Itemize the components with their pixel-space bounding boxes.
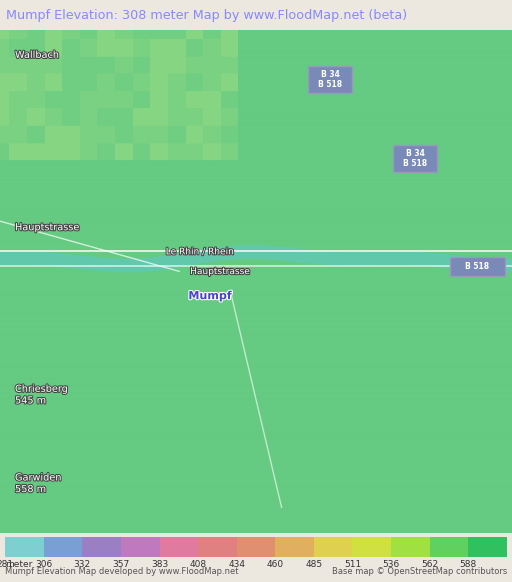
Text: Base map © OpenStreetMap contributors: Base map © OpenStreetMap contributors bbox=[332, 567, 507, 576]
Bar bbox=[352, 538, 391, 558]
Text: 408: 408 bbox=[189, 560, 207, 569]
Text: 588: 588 bbox=[460, 560, 477, 569]
Bar bbox=[393, 144, 437, 172]
Bar bbox=[82, 538, 121, 558]
Text: B 518: B 518 bbox=[465, 262, 489, 271]
Text: 460: 460 bbox=[267, 560, 284, 569]
Text: 485: 485 bbox=[305, 560, 323, 569]
Text: Hauptstrasse: Hauptstrasse bbox=[15, 222, 80, 232]
Text: Wallbach: Wallbach bbox=[15, 50, 59, 60]
Text: 332: 332 bbox=[74, 560, 91, 569]
Bar bbox=[468, 538, 507, 558]
Text: 511: 511 bbox=[344, 560, 361, 569]
Text: meter: meter bbox=[5, 560, 32, 569]
Text: 357: 357 bbox=[112, 560, 130, 569]
Bar bbox=[5, 538, 44, 558]
Bar bbox=[308, 66, 352, 93]
Bar bbox=[275, 538, 314, 558]
Text: Mumpf Elevation: 308 meter Map by www.FloodMap.net (beta): Mumpf Elevation: 308 meter Map by www.Fl… bbox=[6, 9, 407, 22]
Bar bbox=[237, 538, 275, 558]
Text: Le Rhin / Rhein: Le Rhin / Rhein bbox=[166, 247, 234, 256]
Text: 306: 306 bbox=[35, 560, 52, 569]
Text: Mumpf: Mumpf bbox=[188, 291, 231, 301]
Bar bbox=[198, 538, 237, 558]
Text: B 34
B 518: B 34 B 518 bbox=[318, 70, 342, 89]
Text: Hauptstrasse: Hauptstrasse bbox=[190, 267, 250, 276]
Text: 562: 562 bbox=[421, 560, 438, 569]
Text: 281: 281 bbox=[0, 560, 14, 569]
Bar bbox=[160, 538, 198, 558]
Text: 383: 383 bbox=[151, 560, 168, 569]
Text: Chriesberg
545 m: Chriesberg 545 m bbox=[15, 384, 68, 406]
Text: 536: 536 bbox=[382, 560, 400, 569]
Text: Garwiden
558 m: Garwiden 558 m bbox=[15, 473, 61, 494]
Text: 434: 434 bbox=[228, 560, 245, 569]
Text: B 34
B 518: B 34 B 518 bbox=[403, 148, 427, 168]
Bar bbox=[450, 257, 505, 276]
Bar bbox=[391, 538, 430, 558]
Text: Mumpf Elevation Map developed by www.FloodMap.net: Mumpf Elevation Map developed by www.Flo… bbox=[5, 567, 239, 576]
Bar bbox=[430, 538, 468, 558]
Bar bbox=[44, 538, 82, 558]
Bar bbox=[121, 538, 160, 558]
Bar bbox=[314, 538, 352, 558]
